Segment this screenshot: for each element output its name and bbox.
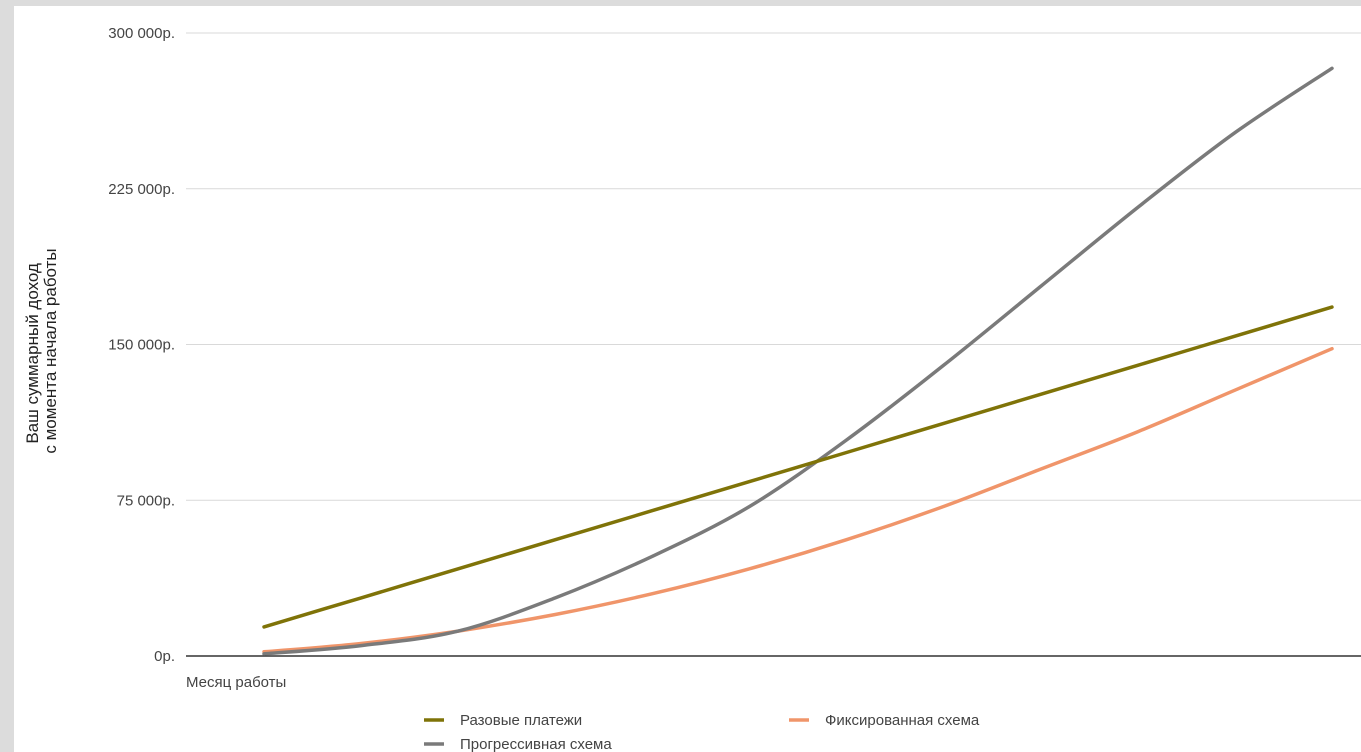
legend-label: Прогрессивная схема [460,736,612,752]
grid-lines [186,32,1361,501]
series-lines [262,66,1334,656]
legend[interactable]: Разовые платежи Фиксированная схема Прогре… [424,712,980,752]
x-axis-label: Месяц работы [186,674,286,691]
y-tick-label: 75 000р. [117,492,175,509]
series-line [262,66,1334,656]
legend-label: Фиксированная схема [825,712,980,729]
y-tick-label: 225 000р. [108,181,175,198]
y-tick-label: 0р. [154,648,175,665]
legend-label: Разовые платежи [460,712,582,729]
y-axis-title-line-1: Ваш суммарный доход [23,263,42,444]
y-tick-label: 150 000р. [108,337,175,354]
y-axis-title: Ваш суммарный доход с момента начала раб… [23,248,60,453]
y-tick-label: 300 000р. [108,25,175,42]
series-line [262,305,1334,629]
line-chart: 0р. 75 000р. 150 000р. 225 000р. 300 000р. М… [23,25,1361,752]
legend-item[interactable]: Прогрессивная схема [424,736,612,752]
legend-item[interactable]: Фиксированная схема [789,712,980,729]
chart-card: 0р. 75 000р. 150 000р. 225 000р. 300 000р. М… [14,6,1361,752]
y-axis-title-line-2: с момента начала работы [41,248,60,453]
y-tick-labels: 0р. 75 000р. 150 000р. 225 000р. 300 000р. [108,25,175,665]
legend-item[interactable]: Разовые платежи [424,712,582,729]
